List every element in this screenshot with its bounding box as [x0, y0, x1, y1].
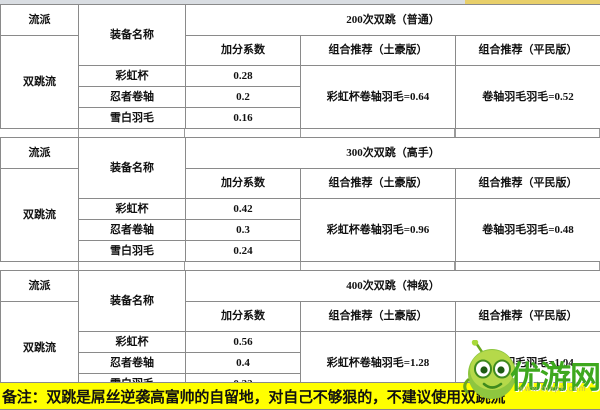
cell-coefficient: 0.28: [185, 65, 301, 87]
header-gear-name: 装备名称: [78, 137, 186, 199]
cell-combo-poor: 卷轴羽毛羽毛=0.52: [455, 65, 600, 129]
cell-coefficient: 0.4: [185, 352, 301, 374]
cell-coefficient: 0.2: [185, 86, 301, 108]
table-spacer: [0, 129, 600, 137]
cell-coefficient: 0.24: [185, 240, 301, 262]
table-row: 双跳流 加分系数 组合推荐（土豪版） 组合推荐（平民版）: [0, 301, 600, 395]
table-row: 忍者卷轴 0.4: [1, 352, 600, 374]
table-row: 雪白羽毛 0.24: [1, 240, 600, 262]
table-title: 400次双跳（神级）: [185, 270, 600, 302]
cell-stream-name: 双跳流: [0, 301, 79, 395]
table-row: 双跳流 加分系数 组合推荐（土豪版） 组合推荐（平民版）: [0, 168, 600, 262]
table-row: 双跳流 加分系数 组合推荐（土豪版） 组合推荐（平民版）: [0, 35, 600, 129]
cell-gear: 彩虹杯: [78, 65, 186, 87]
header-combo-rich: 组合推荐（土豪版）: [300, 301, 456, 332]
header-coefficient: 加分系数: [185, 301, 301, 332]
header-combo-poor: 组合推荐（平民版）: [455, 35, 600, 66]
cell-stream-name: 双跳流: [0, 168, 79, 262]
footer-note: 备注：双跳是屌丝逆袭高富帅的自留地，对自己不够狠的，不建议使用双跳流: [0, 382, 600, 410]
stat-table-200: 流派 装备名称 200次双跳（普通） 双跳流 加分系数 组合推荐（土豪版） 组合…: [0, 4, 600, 129]
table-row: 流派 装备名称 400次双跳（神级）: [0, 270, 600, 332]
table-row: 流派 装备名称 300次双跳（高手）: [0, 137, 600, 199]
table-spacer: [0, 262, 600, 270]
header-combo-poor: 组合推荐（平民版）: [455, 301, 600, 332]
table-row: 雪白羽毛 0.16: [1, 107, 600, 129]
stat-table-300: 流派 装备名称 300次双跳（高手） 双跳流 加分系数 组合推荐（土豪版） 组合…: [0, 137, 600, 262]
tables-container: 流派 装备名称 200次双跳（普通） 双跳流 加分系数 组合推荐（土豪版） 组合…: [0, 4, 600, 395]
top-strip-accent: [465, 0, 600, 4]
cell-gear: 彩虹杯: [78, 198, 186, 220]
cell-gear: 彩虹杯: [78, 331, 186, 353]
cell-coefficient: 0.3: [185, 219, 301, 241]
table-title: 300次双跳（高手）: [185, 137, 600, 169]
cell-stream-name: 双跳流: [0, 35, 79, 129]
cell-combo-poor: 卷轴羽毛羽毛=0.48: [455, 198, 600, 262]
table-row: 彩虹杯 0.42 彩虹杯卷轴羽毛=0.96 卷轴羽毛羽毛=0.48: [1, 198, 600, 262]
cell-combo-rich: 彩虹杯卷轴羽毛=0.96: [300, 198, 456, 262]
header-faction: 流派: [0, 137, 79, 169]
top-strip-left: [0, 0, 465, 4]
cell-gear: 雪白羽毛: [78, 240, 186, 262]
footer-note-text: 备注：双跳是屌丝逆袭高富帅的自留地，对自己不够狠的，不建议使用双跳流: [2, 389, 506, 406]
stat-table-400: 流派 装备名称 400次双跳（神级） 双跳流 加分系数 组合推荐（土豪版） 组合…: [0, 270, 600, 395]
table-row: 忍者卷轴 0.3: [1, 219, 600, 241]
cell-coefficient: 0.16: [185, 107, 301, 129]
table-row: 流派 装备名称 200次双跳（普通）: [0, 4, 600, 66]
table-title: 200次双跳（普通）: [185, 4, 600, 36]
cell-gear: 忍者卷轴: [78, 219, 186, 241]
header-faction: 流派: [0, 270, 79, 302]
header-coefficient: 加分系数: [185, 35, 301, 66]
cell-coefficient: 0.42: [185, 198, 301, 220]
header-faction: 流派: [0, 4, 79, 36]
header-coefficient: 加分系数: [185, 168, 301, 199]
header-gear-name: 装备名称: [78, 270, 186, 332]
cell-combo-rich: 彩虹杯卷轴羽毛=0.64: [300, 65, 456, 129]
cell-gear: 忍者卷轴: [78, 86, 186, 108]
table-row: 彩虹杯 0.28 彩虹杯卷轴羽毛=0.64 卷轴羽毛羽毛=0.52: [1, 65, 600, 129]
header-combo-rich: 组合推荐（土豪版）: [300, 168, 456, 199]
table-row: 彩虹杯 0.56 彩虹杯卷轴羽毛=1.28 卷轴羽毛羽毛=1.04: [1, 331, 600, 395]
cell-gear: 雪白羽毛: [78, 107, 186, 129]
ghost-watermark-left: [2, 388, 5, 398]
header-combo-rich: 组合推荐（土豪版）: [300, 35, 456, 66]
cell-coefficient: 0.56: [185, 331, 301, 353]
table-row: 忍者卷轴 0.2: [1, 86, 600, 108]
cell-gear: 忍者卷轴: [78, 352, 186, 374]
header-gear-name: 装备名称: [78, 4, 186, 66]
header-combo-poor: 组合推荐（平民版）: [455, 168, 600, 199]
